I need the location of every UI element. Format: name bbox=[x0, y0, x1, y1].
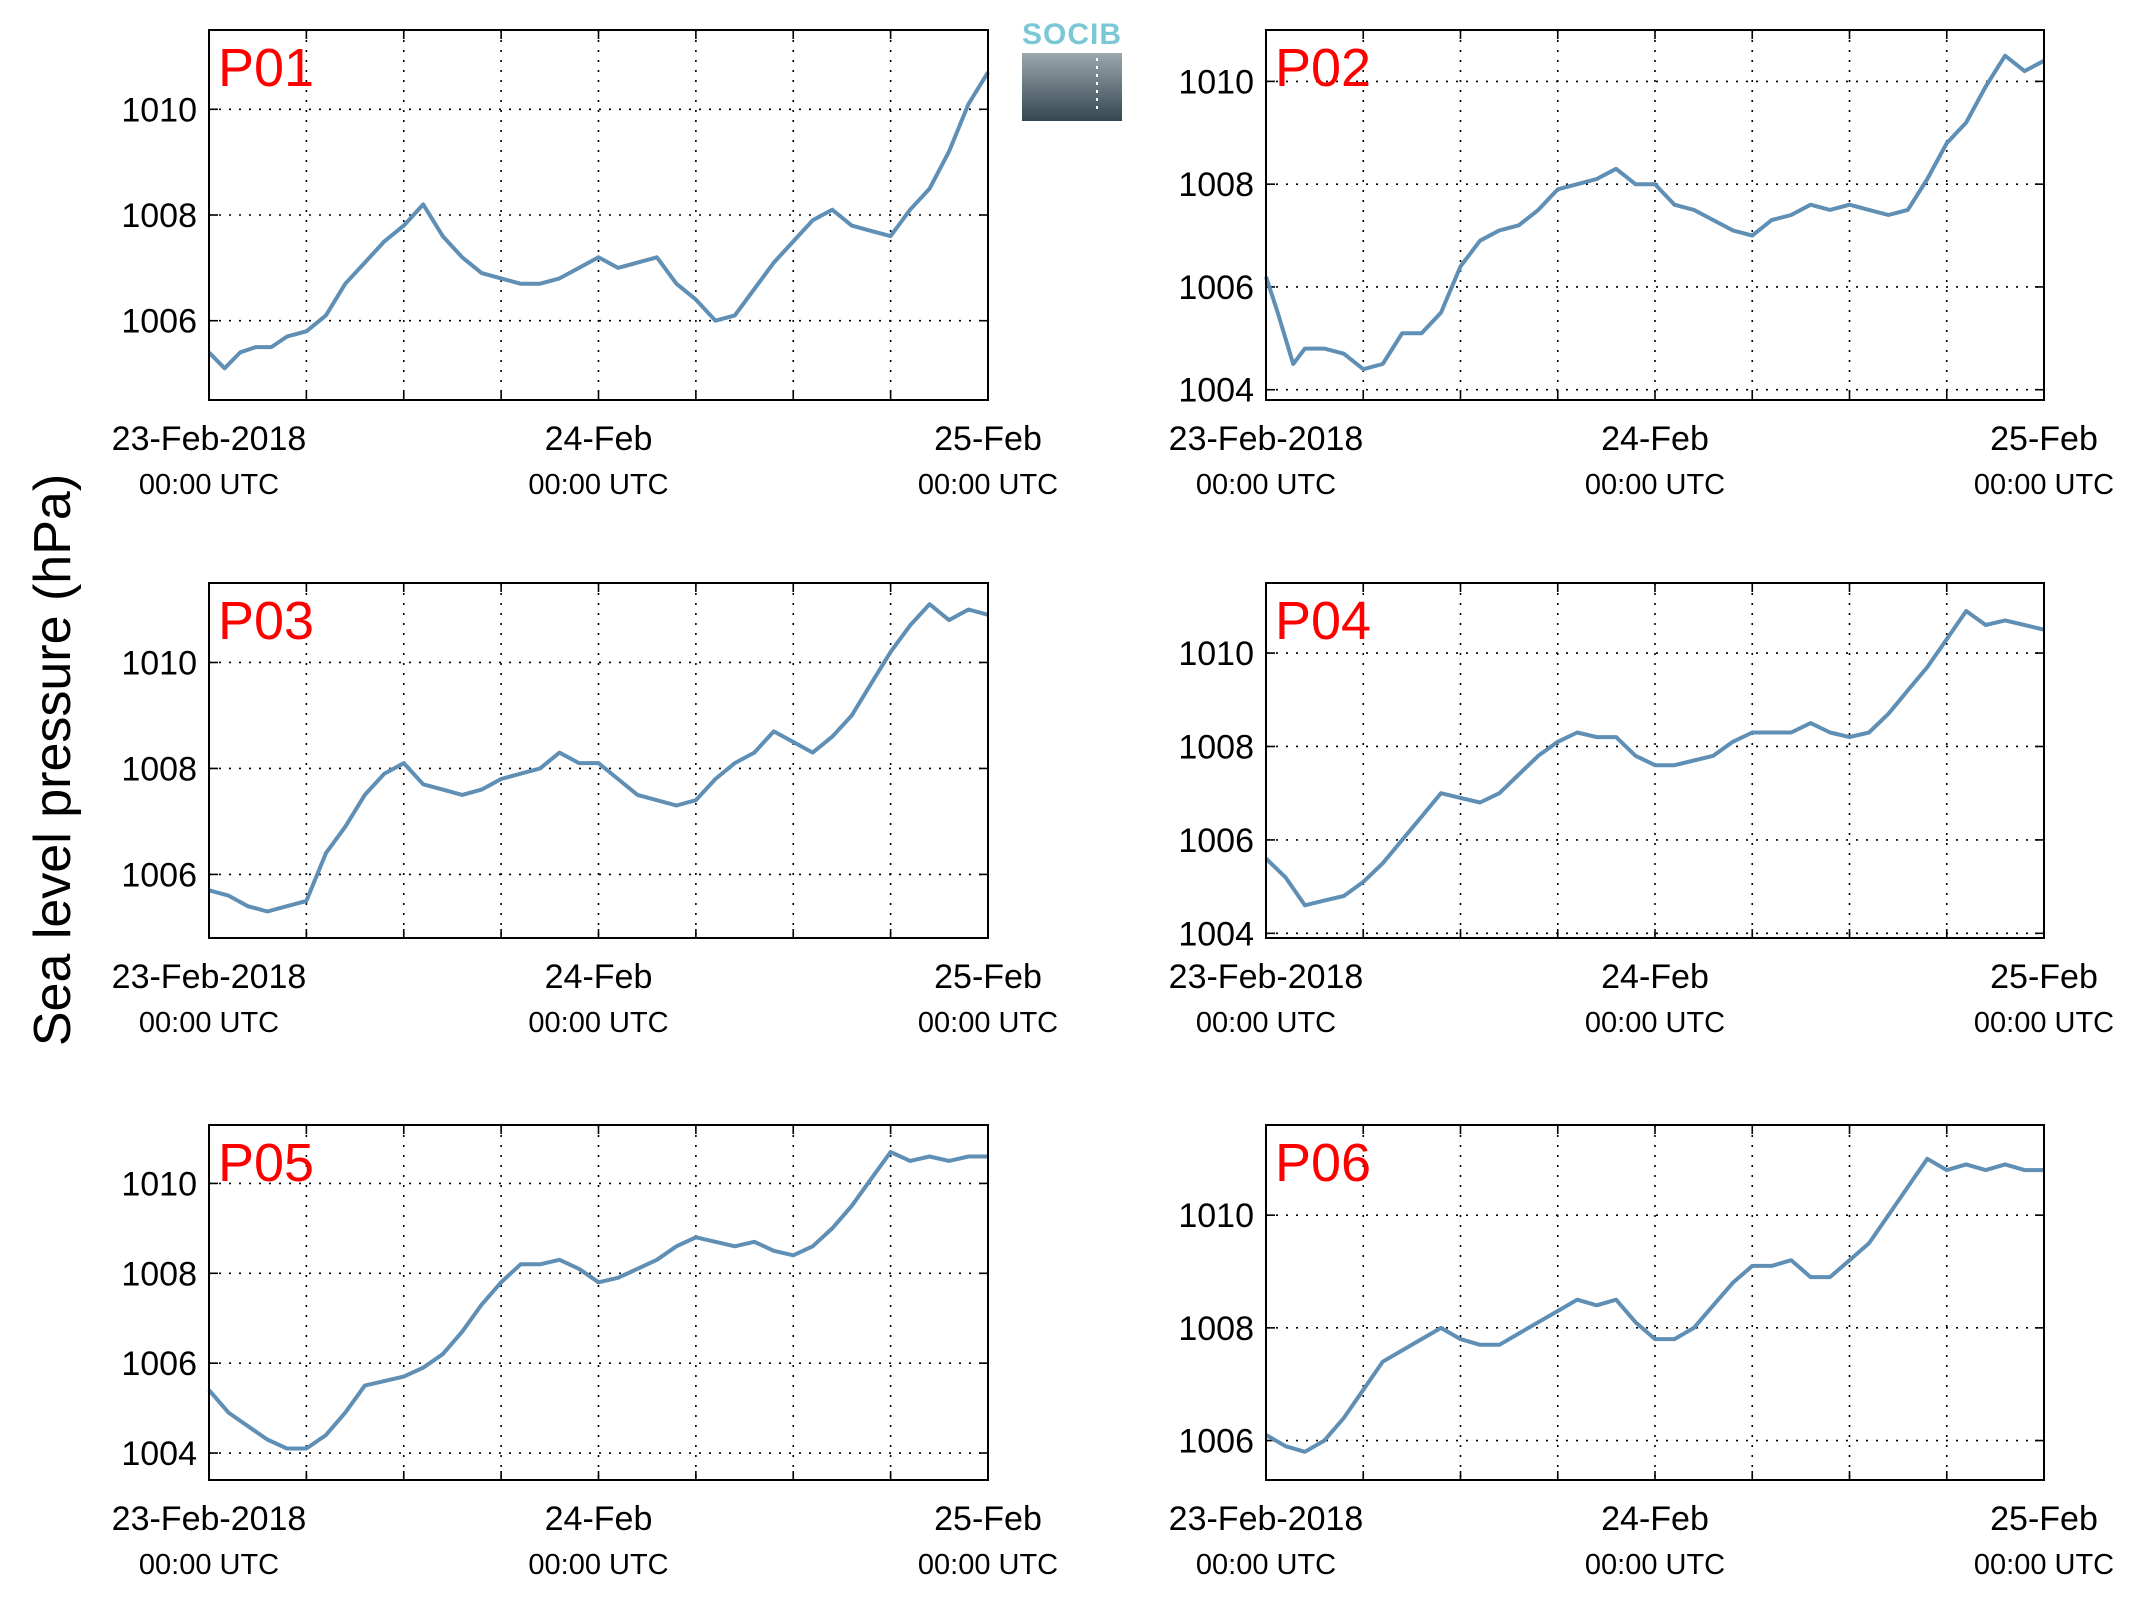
series-line-p04 bbox=[1264, 609, 2045, 908]
plot-frame bbox=[1265, 582, 2045, 939]
logo-block bbox=[1022, 53, 1122, 121]
panel-label: P03 bbox=[218, 591, 314, 651]
socib-logo: SOCIB bbox=[1022, 18, 1122, 121]
x-tick-sublabel: 00:00 UTC bbox=[139, 1549, 279, 1581]
panel-label: P01 bbox=[218, 38, 314, 98]
x-tick-label: 25-Feb bbox=[1990, 958, 2098, 996]
y-tick-label: 1010 bbox=[121, 91, 197, 129]
series-line-p03 bbox=[208, 602, 989, 914]
x-tick-sublabel: 00:00 UTC bbox=[139, 1007, 279, 1039]
x-tick-sublabel: 00:00 UTC bbox=[528, 1549, 668, 1581]
y-axis-label: Sea level pressure (hPa) bbox=[24, 474, 82, 1046]
x-tick-sublabel: 00:00 UTC bbox=[528, 469, 668, 501]
panel-label: P05 bbox=[218, 1133, 314, 1193]
plot-frame bbox=[1265, 1124, 2045, 1481]
x-tick-label: 23-Feb-2018 bbox=[1169, 1500, 1364, 1538]
x-tick-sublabel: 00:00 UTC bbox=[1196, 1007, 1336, 1039]
series-line-p06 bbox=[1264, 1156, 2044, 1454]
x-tick-sublabel: 00:00 UTC bbox=[1974, 1549, 2114, 1581]
y-tick-label: 1008 bbox=[1178, 1310, 1254, 1348]
x-tick-label: 25-Feb bbox=[934, 1500, 1042, 1538]
chart-panel-p04: 1004 1006 1008 1010 P04 23-Feb-2018 00:00 UTC 2… bbox=[1169, 582, 2114, 1039]
plot-frame bbox=[1265, 29, 2045, 401]
panel-label: P06 bbox=[1275, 1133, 1371, 1193]
x-tick-sublabel: 00:00 UTC bbox=[1585, 469, 1725, 501]
x-tick-sublabel: 00:00 UTC bbox=[1974, 469, 2114, 501]
x-tick-label: 24-Feb bbox=[1601, 958, 1709, 996]
y-tick-label: 1010 bbox=[1178, 635, 1254, 673]
x-tick-label: 24-Feb bbox=[1601, 1500, 1709, 1538]
x-tick-sublabel: 00:00 UTC bbox=[528, 1007, 668, 1039]
y-tick-label: 1004 bbox=[1178, 372, 1254, 410]
y-tick-label: 1008 bbox=[121, 750, 197, 788]
chart-panel-p02: 1004 1006 1008 1010 P02 23-Feb-2018 00:00 UTC 2… bbox=[1169, 29, 2114, 501]
y-tick-label: 1006 bbox=[121, 856, 197, 894]
x-tick-label: 24-Feb bbox=[545, 1500, 653, 1538]
series-line-p02 bbox=[1264, 53, 2045, 372]
x-tick-label: 25-Feb bbox=[1990, 420, 2098, 458]
x-tick-label: 23-Feb-2018 bbox=[1169, 958, 1364, 996]
plot-frame bbox=[208, 29, 989, 401]
x-tick-label: 23-Feb-2018 bbox=[112, 1500, 307, 1538]
chart-panel-p05: 1004 1006 1008 1010 P05 23-Feb-2018 00:00 UTC 2… bbox=[112, 1124, 1058, 1581]
y-tick-label: 1008 bbox=[1178, 166, 1254, 204]
x-tick-label: 24-Feb bbox=[545, 420, 653, 458]
y-tick-label: 1008 bbox=[121, 1255, 197, 1293]
x-tick-sublabel: 00:00 UTC bbox=[1196, 469, 1336, 501]
x-tick-label: 25-Feb bbox=[934, 420, 1042, 458]
series-line-p01 bbox=[207, 71, 990, 371]
x-tick-label: 23-Feb-2018 bbox=[1169, 420, 1364, 458]
y-tick-label: 1010 bbox=[1178, 63, 1254, 101]
x-tick-label: 24-Feb bbox=[545, 958, 653, 996]
panel-label: P02 bbox=[1275, 38, 1371, 98]
y-tick-label: 1006 bbox=[1178, 269, 1254, 307]
x-tick-sublabel: 00:00 UTC bbox=[1585, 1549, 1725, 1581]
y-tick-label: 1004 bbox=[121, 1435, 197, 1473]
y-tick-label: 1004 bbox=[1178, 915, 1254, 953]
x-tick-sublabel: 00:00 UTC bbox=[139, 469, 279, 501]
panel-label: P04 bbox=[1275, 591, 1371, 651]
x-tick-sublabel: 00:00 UTC bbox=[918, 1549, 1058, 1581]
plot-frame bbox=[208, 582, 989, 939]
y-tick-label: 1010 bbox=[121, 1165, 197, 1203]
x-tick-sublabel: 00:00 UTC bbox=[1196, 1549, 1336, 1581]
x-tick-label: 24-Feb bbox=[1601, 420, 1709, 458]
y-tick-label: 1006 bbox=[121, 303, 197, 341]
x-tick-label: 23-Feb-2018 bbox=[112, 958, 307, 996]
y-tick-label: 1010 bbox=[121, 644, 197, 682]
series-line-p05 bbox=[207, 1150, 988, 1451]
x-tick-label: 25-Feb bbox=[1990, 1500, 2098, 1538]
panels-group: 1006 1008 1010 P01 23-Feb-2018 00:00 UTC 24-Fe… bbox=[112, 29, 2114, 1581]
y-tick-label: 1008 bbox=[121, 197, 197, 235]
x-tick-sublabel: 00:00 UTC bbox=[1974, 1007, 2114, 1039]
chart-panel-p06: 1006 1008 1010 P06 23-Feb-2018 00:00 UTC 24-Fe… bbox=[1169, 1124, 2114, 1581]
chart-panel-p03: 1006 1008 1010 P03 23-Feb-2018 00:00 UTC 24-Fe… bbox=[112, 582, 1058, 1039]
chart-panel-p01: 1006 1008 1010 P01 23-Feb-2018 00:00 UTC 24-Fe… bbox=[112, 29, 1058, 501]
x-tick-sublabel: 00:00 UTC bbox=[1585, 1007, 1725, 1039]
y-tick-label: 1006 bbox=[1178, 1423, 1254, 1461]
y-tick-label: 1006 bbox=[121, 1345, 197, 1383]
y-tick-label: 1008 bbox=[1178, 728, 1254, 766]
logo-text: SOCIB bbox=[1022, 18, 1122, 51]
x-tick-sublabel: 00:00 UTC bbox=[918, 1007, 1058, 1039]
x-tick-label: 25-Feb bbox=[934, 958, 1042, 996]
x-tick-label: 23-Feb-2018 bbox=[112, 420, 307, 458]
plot-frame bbox=[208, 1124, 989, 1481]
y-tick-label: 1010 bbox=[1178, 1197, 1254, 1235]
y-tick-label: 1006 bbox=[1178, 822, 1254, 860]
x-tick-sublabel: 00:00 UTC bbox=[918, 469, 1058, 501]
